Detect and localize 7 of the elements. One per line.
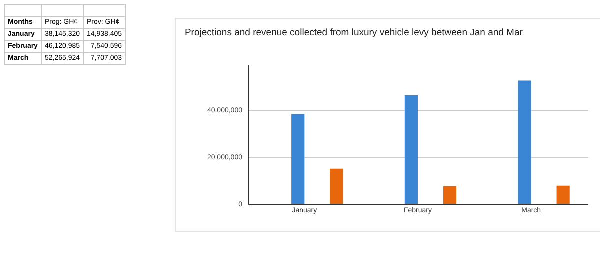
- bar: [404, 95, 418, 204]
- bar: [518, 80, 532, 204]
- bar: [292, 114, 305, 204]
- bar: [443, 186, 457, 204]
- bar: [556, 186, 570, 204]
- bar: [330, 168, 344, 204]
- chart-title: Projections and revenue collected from luxury vehicle levy between Jan and Mar: [184, 28, 523, 38]
